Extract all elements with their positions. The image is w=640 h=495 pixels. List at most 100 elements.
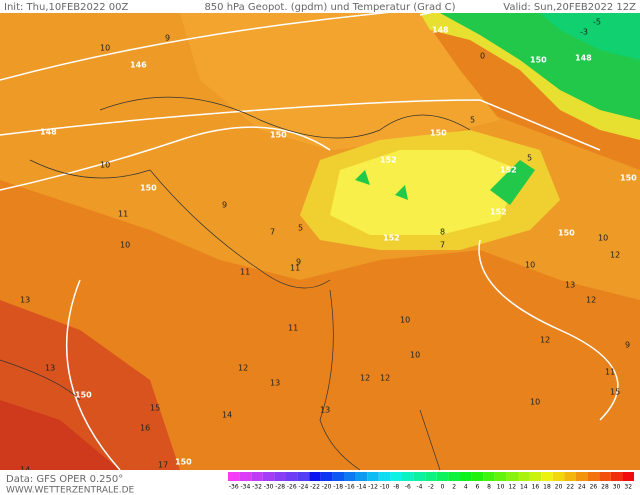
colorbar-label: 18 xyxy=(543,484,551,491)
height-label: 152 xyxy=(380,156,397,165)
temperature-label: 11 xyxy=(605,368,615,377)
temperature-label: 9 xyxy=(296,258,301,267)
colorbar-label: -6 xyxy=(405,484,411,491)
cold-region xyxy=(540,13,640,60)
temperature-label: 10 xyxy=(100,161,110,170)
colorbar-label: -20 xyxy=(322,484,332,491)
temperature-label: 8 xyxy=(440,228,445,237)
temperature-label: 10 xyxy=(530,398,540,407)
data-source: Data: GFS OPER 0.250° xyxy=(6,474,123,485)
temperature-label: 12 xyxy=(540,336,550,345)
colorbar-swatch xyxy=(320,472,333,481)
temperature-label: 9 xyxy=(222,201,227,210)
colorbar-swatch xyxy=(541,472,553,481)
colorbar-label: 20 xyxy=(555,484,563,491)
colorbar-label: -2 xyxy=(428,484,434,491)
temperature-label: 12 xyxy=(238,364,248,373)
colorbar-swatch xyxy=(506,472,518,481)
colorbar-label: -12 xyxy=(368,484,378,491)
height-label: 148 xyxy=(575,54,592,63)
temperature-label: -5 xyxy=(593,18,601,27)
height-label: 152 xyxy=(383,234,400,243)
colorbar-label: 22 xyxy=(566,484,574,491)
colorbar-swatch xyxy=(436,472,449,481)
temperature-label: 5 xyxy=(470,116,475,125)
colorbar-label: 10 xyxy=(497,484,505,491)
website: WWW.WETTERZENTRALE.DE xyxy=(6,486,135,495)
colorbar-label: -4 xyxy=(416,484,422,491)
colorbar-swatch xyxy=(297,472,310,481)
colorbar-label: 6 xyxy=(475,484,479,491)
coastlines xyxy=(0,96,471,471)
temperature-label: 9 xyxy=(625,341,630,350)
height-label: 150 xyxy=(558,229,575,238)
colorbar-swatch xyxy=(413,472,426,481)
temperature-label: 15 xyxy=(150,404,160,413)
temperature-label: 9 xyxy=(165,34,170,43)
temperature-label: 12 xyxy=(380,374,390,383)
colorbar-label: 0 xyxy=(441,484,445,491)
valid-time: Valid: Sun,20FEB2022 12Z xyxy=(503,2,636,13)
colorbar-swatch xyxy=(332,472,344,481)
colorbar-swatch xyxy=(483,472,495,481)
colorbar-swatch xyxy=(390,472,402,481)
height-label: 150 xyxy=(430,129,447,138)
colorbar-swatch xyxy=(402,472,414,481)
temperature-label: 13 xyxy=(45,364,55,373)
hot-region xyxy=(0,400,120,470)
colorbar-swatch xyxy=(599,472,611,481)
temperature-label: -3 xyxy=(580,28,588,37)
colorbar-swatch xyxy=(587,472,600,481)
height-label: 150 xyxy=(530,56,547,65)
header-bar xyxy=(0,0,640,13)
height-label: 146 xyxy=(130,61,147,70)
temperature-label: 11 xyxy=(290,264,300,273)
colorbar-label: -22 xyxy=(310,484,320,491)
height-label: 150 xyxy=(620,174,637,183)
temperature-label: 11 xyxy=(118,210,128,219)
temperature-label: 15 xyxy=(610,388,620,397)
colorbar-swatch xyxy=(552,472,565,481)
colorbar-swatch xyxy=(494,472,507,481)
colorbar-label: -18 xyxy=(333,484,343,491)
height-label: 148 xyxy=(40,128,57,137)
temperature-label: 10 xyxy=(598,234,608,243)
colorbar-swatch xyxy=(622,472,634,481)
height-label: 150 xyxy=(140,184,157,193)
colorbar-label: 24 xyxy=(578,484,586,491)
colorbar-swatch xyxy=(367,472,379,481)
map-title: 850 hPa Geopot. (gpdm) und Temperatur (G… xyxy=(204,2,455,13)
temperature-label: 16 xyxy=(140,424,150,433)
colorbar-label: -24 xyxy=(298,484,308,491)
cool-region xyxy=(330,150,520,235)
temperature-label: 11 xyxy=(288,324,298,333)
temperature-label: 12 xyxy=(360,374,370,383)
colorbar-label: 8 xyxy=(487,484,491,491)
temperature-label: 5 xyxy=(527,154,532,163)
colorbar-swatch xyxy=(576,472,588,481)
colorbar-label: 26 xyxy=(590,484,598,491)
region xyxy=(180,13,500,150)
colorbar-label: -34 xyxy=(240,484,250,491)
colorbar-swatch xyxy=(262,472,275,481)
colorbar-label: -26 xyxy=(287,484,297,491)
colorbar-label: 28 xyxy=(601,484,609,491)
height-label: 150 xyxy=(270,131,287,140)
temperature-label: 10 xyxy=(400,316,410,325)
height-label: 152 xyxy=(490,208,507,217)
temperature-label: 7 xyxy=(270,228,275,237)
colorbar-swatch xyxy=(610,472,623,481)
colorbar-swatch xyxy=(239,472,252,481)
temperature-label: 5 xyxy=(298,224,303,233)
colorbar-swatch xyxy=(344,472,356,481)
colorbar-swatch xyxy=(460,472,472,481)
colorbar-label: 32 xyxy=(624,484,632,491)
temperature-label: 7 xyxy=(440,241,445,250)
temperature-label: 13 xyxy=(20,296,30,305)
temperature-label: 13 xyxy=(320,406,330,415)
colorbar-swatch xyxy=(448,472,460,481)
colorbar-label: -8 xyxy=(393,484,399,491)
temperature-label: 10 xyxy=(410,351,420,360)
